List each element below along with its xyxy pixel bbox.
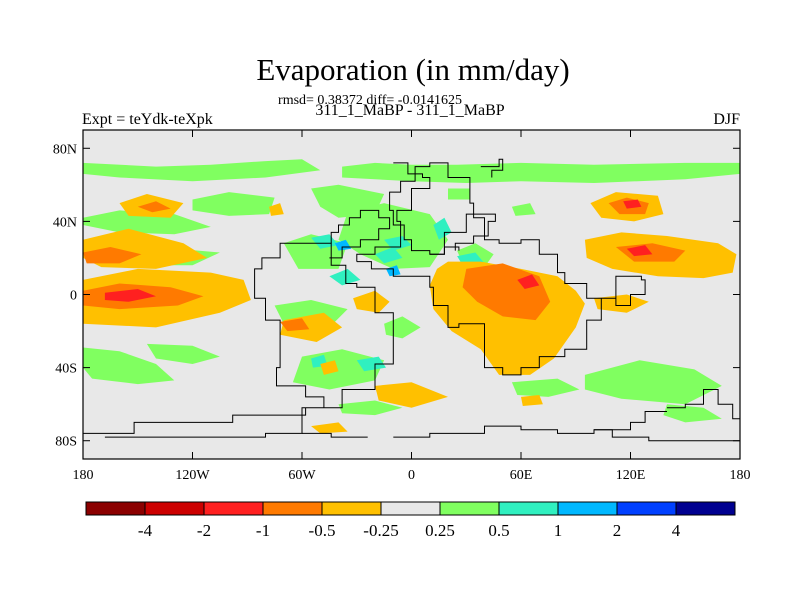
x-tick-label-6: 180: [730, 468, 751, 483]
x-tick-label-2: 60W: [288, 468, 316, 483]
anomaly-region-25: [433, 217, 452, 240]
anomaly-region-51: [280, 318, 310, 332]
coastline-1: [302, 432, 368, 438]
anomaly-region-5: [338, 203, 448, 269]
anomaly-region-11: [83, 347, 175, 385]
chart-title: Evaporation (in mm/day): [256, 52, 570, 87]
anomaly-region-0: [83, 159, 321, 182]
anomaly-region-2: [83, 210, 211, 235]
anomaly-region-14: [338, 400, 403, 416]
colorbar-swatch-10: [675, 501, 736, 516]
anomaly-region-45: [83, 247, 142, 264]
colorbar-label-6: 0.5: [488, 521, 509, 540]
anomaly-region-52: [517, 274, 540, 289]
anomaly-region-23: [329, 268, 361, 286]
anomaly-region-3: [192, 192, 275, 216]
coastline-4: [356, 162, 431, 262]
colorbar-swatch-2: [203, 501, 264, 516]
colorbar-swatch-3: [262, 501, 323, 516]
y-tick-label-1: 40N: [53, 215, 77, 230]
colorbar-swatch-9: [616, 501, 677, 516]
experiment-label: Expt = teYdk-teXpk: [82, 111, 213, 128]
y-tick-label-0: 80N: [53, 142, 77, 157]
anomaly-region-17: [663, 404, 722, 423]
anomaly-region-16: [511, 378, 580, 397]
colorbar-label-4: -0.25: [363, 521, 398, 540]
y-tick-label-3: 40S: [55, 362, 77, 377]
y-tick-label-4: 80S: [55, 435, 77, 450]
anomaly-region-1: [342, 162, 740, 183]
colorbar-label-8: 2: [613, 521, 622, 540]
anomaly-region-19: [448, 188, 470, 200]
coastlines: [83, 158, 740, 442]
colorbar-label-7: 1: [554, 521, 563, 540]
x-tick-label-3: 0: [408, 468, 415, 483]
anomaly-region-24: [375, 247, 403, 264]
anomaly-region-44: [311, 422, 348, 434]
anomaly-region-15: [584, 360, 722, 405]
colorbar-label-9: 4: [672, 521, 681, 540]
colorbar-swatch-5: [380, 501, 441, 516]
anomaly-region-40: [320, 360, 339, 375]
y-tick-label-2: 0: [70, 289, 77, 304]
coastline-6: [480, 158, 504, 178]
x-tick-label-1: 120W: [175, 468, 210, 483]
x-tick-label-0: 180: [73, 468, 94, 483]
colorbar-label-0: -4: [138, 521, 153, 540]
colorbar-label-5: 0.25: [425, 521, 455, 540]
coastline-2: [329, 209, 391, 259]
anomaly-region-26: [356, 356, 386, 372]
season-label: DJF: [713, 111, 740, 128]
anomaly-region-29: [334, 239, 352, 251]
colorbar: -4 -2 -1 -0.5 -0.25 0.25 0.5 1 2 4: [85, 501, 736, 540]
axis-ticks: 180 120W 60W 0 60E 120E 180 80N 40N 0 40S 80S: [53, 130, 751, 483]
anomaly-region-50: [137, 201, 171, 213]
x-tick-label-4: 60E: [510, 468, 533, 483]
colorbar-swatch-8: [557, 501, 618, 516]
anomaly-region-53: [626, 245, 653, 257]
colorbar-swatch-1: [144, 501, 205, 516]
x-tick-label-5: 120E: [616, 468, 646, 483]
anomaly-region-42: [269, 203, 284, 216]
colorbar-label-3: -0.5: [309, 521, 336, 540]
colorbar-swatch-7: [498, 501, 559, 516]
coastline-3: [356, 162, 646, 376]
anomaly-region-35: [375, 382, 448, 408]
anomaly-region-43: [521, 395, 543, 406]
colorbar-swatch-4: [321, 501, 382, 516]
anomaly-region-41: [594, 294, 649, 313]
coastline-7: [667, 389, 740, 438]
coastline-9: [594, 429, 740, 442]
runs-subtitle: 311_1_MaBP - 311_1_MaBP: [315, 102, 505, 119]
colorbar-swatch-0: [85, 501, 146, 516]
colorbar-swatch-6: [439, 501, 500, 516]
stats-subtitle: rmsd= 0.38372 diff= -0.0141625: [278, 93, 462, 108]
coastline-5: [429, 213, 496, 255]
colorbar-label-1: -2: [197, 521, 211, 540]
coastline-0: [83, 242, 394, 438]
colorbar-label-2: -1: [256, 521, 270, 540]
anomaly-region-12: [146, 343, 220, 364]
plot-area: [83, 130, 740, 459]
anomaly-region-55: [104, 289, 156, 302]
coastline-8: [393, 411, 667, 438]
anomaly-region-20: [511, 203, 536, 216]
anomaly-region-54: [623, 199, 642, 209]
anomaly-region-39: [353, 290, 390, 313]
